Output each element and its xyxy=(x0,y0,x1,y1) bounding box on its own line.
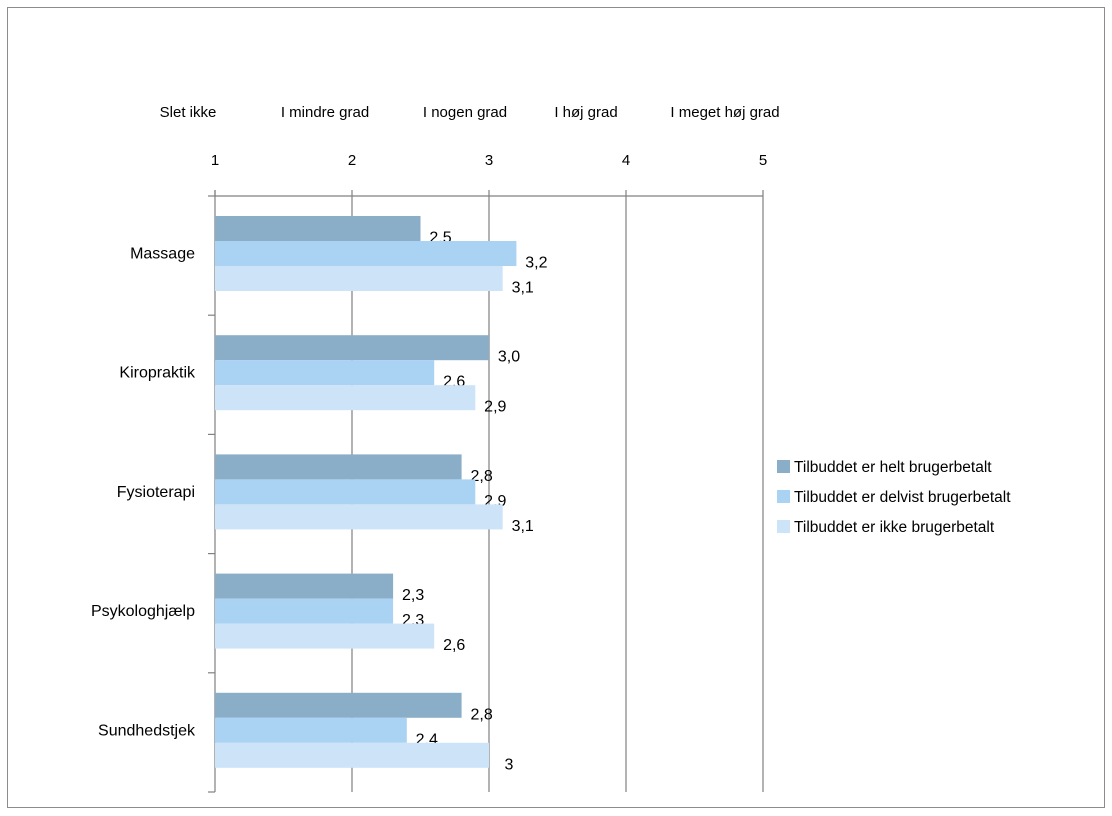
scale-label: I meget høj grad xyxy=(670,104,779,121)
category-label: Kiropraktik xyxy=(119,365,196,382)
data-label: 3,2 xyxy=(525,255,547,272)
bar xyxy=(215,623,435,649)
scale-label: I høj grad xyxy=(554,104,617,121)
bar xyxy=(215,241,517,266)
chart-frame xyxy=(7,7,1105,808)
category-label: Psykologhjælp xyxy=(91,603,195,620)
x-tick-label: 2 xyxy=(348,152,356,169)
bar xyxy=(215,360,435,386)
x-tick-label: 3 xyxy=(485,152,493,169)
category-label: Sundhedstjek xyxy=(98,722,196,739)
scale-label: I nogen grad xyxy=(423,104,507,121)
category-label: Fysioterapi xyxy=(117,484,195,501)
bar xyxy=(215,573,394,599)
data-label: 3,0 xyxy=(498,349,520,366)
data-label: 2,8 xyxy=(470,706,492,723)
bar xyxy=(215,454,462,480)
bar xyxy=(215,717,407,743)
legend-swatch xyxy=(777,520,790,533)
bar xyxy=(215,504,503,530)
scale-label: I mindre grad xyxy=(281,104,369,121)
x-tick-label: 1 xyxy=(211,152,219,169)
legend-label: Tilbuddet er delvist brugerbetalt xyxy=(794,489,1011,506)
bar xyxy=(215,742,489,768)
bar xyxy=(215,266,503,291)
bar xyxy=(215,385,476,411)
bar xyxy=(215,692,462,718)
bar xyxy=(215,216,421,241)
data-label: 2,3 xyxy=(402,587,424,604)
scale-label: Slet ikke xyxy=(160,104,217,121)
x-tick-label: 4 xyxy=(622,152,630,169)
data-label: 2,9 xyxy=(484,399,506,416)
legend-label: Tilbuddet er helt brugerbetalt xyxy=(794,459,992,476)
data-label: 3,1 xyxy=(512,280,534,297)
data-label: 2,8 xyxy=(470,468,492,485)
data-label: 3,1 xyxy=(512,518,534,535)
legend-label: Tilbuddet er ikke brugerbetalt xyxy=(794,519,995,536)
legend-swatch xyxy=(777,490,790,503)
legend-swatch xyxy=(777,460,790,473)
bar xyxy=(215,479,476,505)
bar xyxy=(215,335,489,361)
data-label: 3 xyxy=(505,756,514,773)
x-tick-label: 5 xyxy=(759,152,767,169)
bar xyxy=(215,598,394,624)
category-label: Massage xyxy=(130,246,195,263)
data-label: 2,6 xyxy=(443,637,465,654)
